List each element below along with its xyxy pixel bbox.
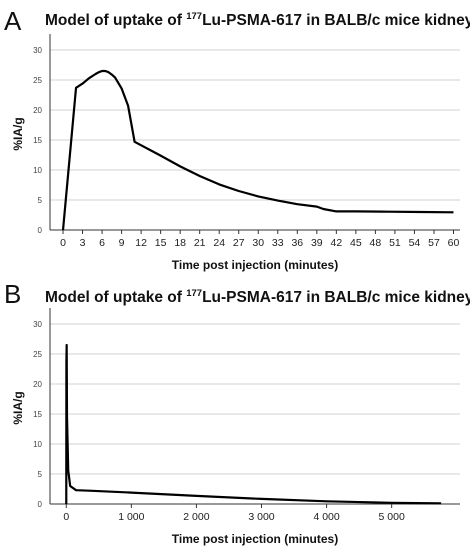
y-tick-label-b: 10 <box>33 440 42 449</box>
x-tick-label-a: 51 <box>389 237 401 249</box>
x-tick-label-a: 42 <box>331 237 343 249</box>
x-tick-label-a: 57 <box>428 237 440 249</box>
x-tick-label-a: 12 <box>135 237 147 249</box>
x-tick-label-b: 3 000 <box>248 511 274 523</box>
y-axis-label-a: %IA/g <box>11 117 25 150</box>
y-tick-label-b: 5 <box>38 470 43 479</box>
y-tick-label-a: 10 <box>33 166 42 175</box>
x-tick-label-b: 5 000 <box>379 511 405 523</box>
y-tick-label-a: 15 <box>33 136 42 145</box>
chart-title-a: Model of uptake of 177Lu-PSMA-617 in BAL… <box>45 11 470 29</box>
x-axis-label-a: Time post injection (minutes) <box>172 258 338 272</box>
plot-area-b: 0 5 10 15 20 25 30 0 1 000 2 000 3 000 4 000 5 000 Ti… <box>11 308 460 546</box>
y-tick-label-a: 30 <box>33 46 42 55</box>
x-tick-label-a: 24 <box>213 237 225 249</box>
x-tick-label-a: 39 <box>311 237 323 249</box>
y-tick-label-a: 5 <box>38 196 43 205</box>
y-tick-label-a: 25 <box>33 76 42 85</box>
x-axis-label-b: Time post injection (minutes) <box>172 532 338 546</box>
panel-a: A Model of uptake of 177Lu-PSMA-617 in B… <box>4 6 470 272</box>
panel-b: B Model of uptake of 177Lu-PSMA-617 in B… <box>4 279 470 546</box>
series-line-a <box>61 69 454 231</box>
x-tick-label-a: 0 <box>60 237 66 249</box>
x-tick-label-a: 33 <box>272 237 284 249</box>
y-tick-label-a: 0 <box>38 226 43 235</box>
series-line-b <box>65 343 442 505</box>
x-tick-label-a: 45 <box>350 237 362 249</box>
x-tick-label-a: 21 <box>194 237 206 249</box>
y-tick-label-b: 0 <box>38 500 43 509</box>
x-tick-label-b: 4 000 <box>313 511 339 523</box>
y-tick-label-b: 30 <box>33 320 42 329</box>
panel-letter-b: B <box>4 279 21 309</box>
x-tick-label-b: 1 000 <box>118 511 144 523</box>
y-axis-label-b: %IA/g <box>11 391 25 424</box>
x-tick-label-a: 48 <box>370 237 382 249</box>
x-tick-label-a: 3 <box>80 237 86 249</box>
x-tick-label-b: 0 <box>63 511 69 523</box>
x-tick-label-b: 2 000 <box>183 511 209 523</box>
x-tick-label-a: 54 <box>409 237 421 249</box>
x-tick-label-a: 9 <box>119 237 125 249</box>
chart-title-b: Model of uptake of 177Lu-PSMA-617 in BAL… <box>45 288 470 306</box>
y-tick-label-b: 15 <box>33 410 42 419</box>
x-tick-label-a: 60 <box>448 237 460 249</box>
x-tick-label-a: 18 <box>174 237 186 249</box>
y-tick-label-b: 20 <box>33 380 42 389</box>
x-tick-label-a: 15 <box>155 237 167 249</box>
x-tick-label-a: 27 <box>233 237 245 249</box>
panel-letter-a: A <box>4 6 22 36</box>
x-tick-label-a: 6 <box>99 237 105 249</box>
y-tick-label-a: 20 <box>33 106 42 115</box>
y-tick-label-b: 25 <box>33 350 42 359</box>
x-tick-label-a: 30 <box>252 237 264 249</box>
x-tick-label-a: 36 <box>291 237 303 249</box>
